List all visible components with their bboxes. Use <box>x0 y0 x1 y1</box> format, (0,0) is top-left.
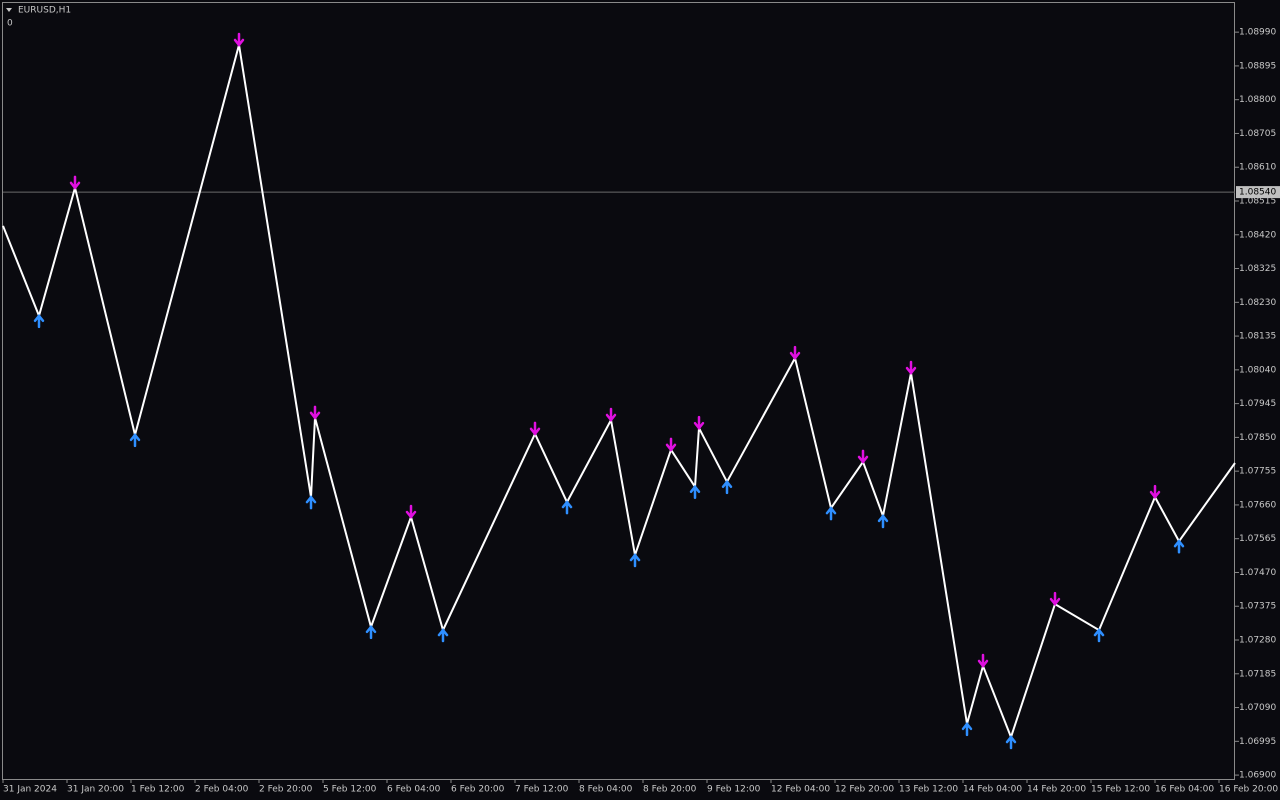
sell-arrow <box>665 437 677 452</box>
x-tick-label: 12 Feb 04:00 <box>771 785 830 795</box>
x-tick-label: 8 Feb 20:00 <box>643 785 697 795</box>
x-tick-label: 5 Feb 12:00 <box>323 785 377 795</box>
sell-arrow <box>693 415 705 431</box>
x-tick-label: 13 Feb 12:00 <box>899 785 958 795</box>
plot-frame <box>2 2 1235 780</box>
symbol-menu-icon[interactable] <box>6 8 12 12</box>
x-tick-label: 6 Feb 04:00 <box>387 785 441 795</box>
x-tick-label: 16 Feb 04:00 <box>1155 785 1214 795</box>
buy-arrow <box>825 506 837 521</box>
y-tick-label: 1.07280 <box>1239 636 1276 646</box>
current-price-label: 1.08540 <box>1239 188 1276 198</box>
y-tick-label: 1.07660 <box>1239 500 1276 510</box>
x-tick-label: 31 Jan 2024 <box>3 785 57 795</box>
x-tick-label: 8 Feb 04:00 <box>579 785 633 795</box>
y-tick-label: 1.07850 <box>1239 433 1276 443</box>
buy-arrow <box>961 721 973 737</box>
buy-arrow <box>629 553 641 568</box>
sell-arrow <box>905 360 917 376</box>
indicator-window-label: 0 <box>7 19 13 29</box>
y-tick-label: 1.08325 <box>1239 264 1276 274</box>
y-tick-label: 1.07755 <box>1239 467 1276 477</box>
current-price-box <box>1236 186 1280 199</box>
y-tick-label: 1.08705 <box>1239 129 1276 139</box>
y-tick-label: 1.08515 <box>1239 196 1276 206</box>
y-tick-label: 1.07470 <box>1239 568 1276 578</box>
y-tick-label: 1.07945 <box>1239 399 1276 409</box>
x-tick-label: 15 Feb 12:00 <box>1091 785 1150 795</box>
y-tick-label: 1.08040 <box>1239 365 1276 375</box>
x-tick-label: 31 Jan 20:00 <box>67 785 124 795</box>
buy-arrow <box>305 495 317 510</box>
x-tick-label: 7 Feb 12:00 <box>515 785 569 795</box>
x-tick-label: 1 Feb 12:00 <box>131 785 185 795</box>
buy-arrow <box>721 479 733 495</box>
y-tick-label: 1.08420 <box>1239 230 1276 240</box>
y-tick-label: 1.08610 <box>1239 163 1276 173</box>
y-tick-label: 1.07375 <box>1239 602 1276 612</box>
y-tick-label: 1.08990 <box>1239 28 1276 38</box>
buy-arrow <box>1005 735 1017 750</box>
chart-title: EURUSD,H1 <box>18 6 71 16</box>
sell-arrow <box>1049 591 1061 607</box>
buy-arrow <box>33 313 45 329</box>
sell-arrow <box>605 407 617 422</box>
x-tick-label: 2 Feb 20:00 <box>259 785 313 795</box>
sell-arrow <box>69 175 81 190</box>
x-tick-label: 2 Feb 04:00 <box>195 785 249 795</box>
x-tick-label: 16 Feb 20:00 <box>1219 785 1278 795</box>
y-tick-label: 1.07565 <box>1239 534 1276 544</box>
sell-arrow <box>857 449 869 464</box>
sell-arrow <box>233 32 245 47</box>
y-tick-label: 1.08800 <box>1239 95 1276 105</box>
y-tick-label: 1.06900 <box>1239 771 1276 781</box>
x-tick-label: 14 Feb 04:00 <box>963 785 1022 795</box>
buy-arrow <box>1173 539 1185 554</box>
y-tick-label: 1.08895 <box>1239 61 1276 71</box>
sell-arrow <box>789 345 801 361</box>
buy-arrow <box>877 513 889 529</box>
x-tick-label: 12 Feb 20:00 <box>835 785 894 795</box>
buy-arrow <box>561 500 573 515</box>
buy-arrow <box>1093 628 1105 643</box>
x-tick-label: 6 Feb 20:00 <box>451 785 505 795</box>
y-tick-label: 1.08135 <box>1239 332 1276 342</box>
y-tick-label: 1.06995 <box>1239 737 1276 747</box>
sell-arrow <box>529 421 541 436</box>
sell-arrow <box>309 405 321 420</box>
sell-arrow <box>1149 484 1161 500</box>
sell-arrow <box>977 653 989 668</box>
sell-arrow <box>405 504 417 520</box>
buy-arrow <box>365 624 377 640</box>
x-tick-label: 9 Feb 12:00 <box>707 785 761 795</box>
y-tick-label: 1.08230 <box>1239 298 1276 308</box>
y-tick-label: 1.07090 <box>1239 703 1276 713</box>
buy-arrow <box>129 432 141 448</box>
buy-arrow <box>437 628 449 643</box>
y-tick-label: 1.07185 <box>1239 669 1276 679</box>
buy-arrow <box>689 484 701 500</box>
x-tick-label: 14 Feb 20:00 <box>1027 785 1086 795</box>
